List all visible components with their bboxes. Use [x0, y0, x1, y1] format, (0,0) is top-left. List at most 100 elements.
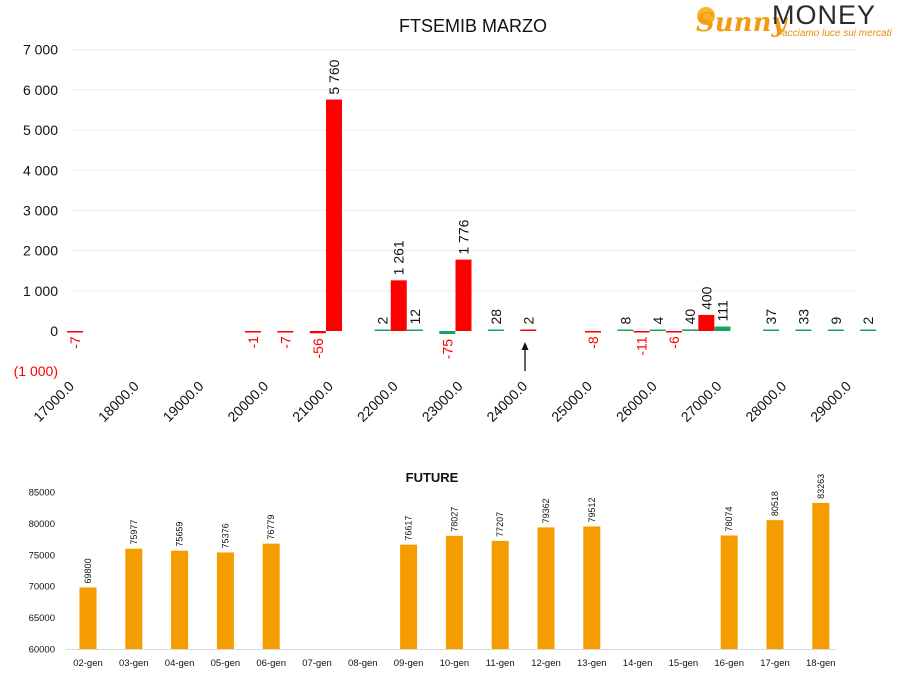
x-tick-label: 12-gen — [531, 658, 561, 669]
x-tick-label: 07-gen — [302, 658, 332, 669]
x-tick-label: 14-gen — [623, 658, 653, 669]
future-bar — [537, 527, 555, 649]
data-label: 76779 — [266, 515, 276, 540]
data-label: 75659 — [175, 522, 185, 547]
y-tick-label: 70000 — [29, 582, 55, 593]
future-chart-title: FUTURE — [406, 470, 459, 485]
sun-icon — [697, 7, 715, 25]
data-label: 80518 — [770, 491, 780, 516]
data-label: -7 — [67, 336, 83, 349]
x-tick-label: 17000.0 — [30, 378, 77, 425]
y-tick-label: 6 000 — [23, 82, 58, 98]
y-tick-label: 85000 — [29, 488, 55, 499]
put-bar — [665, 331, 682, 333]
put-bar — [390, 280, 407, 331]
put-bar — [309, 331, 326, 334]
x-tick-label: 21000.0 — [289, 378, 336, 425]
data-label: 400 — [698, 286, 714, 310]
call-bar — [617, 329, 634, 331]
future-chart: FUTURE 60000 65000 70000 75000 80000 85000 69… — [29, 470, 836, 669]
x-tick-label: 08-gen — [348, 658, 378, 669]
future-bar — [720, 535, 738, 649]
future-bar — [125, 548, 143, 649]
call-bar — [406, 329, 423, 331]
data-label: 78074 — [724, 506, 734, 531]
x-tick-label: 26000.0 — [613, 378, 660, 425]
x-tick-label: 16-gen — [714, 658, 744, 669]
data-label: 79362 — [541, 498, 551, 523]
x-tick-label: 27000.0 — [678, 378, 725, 425]
data-label: 8 — [617, 317, 633, 325]
x-tick-label: 11-gen — [486, 658, 515, 669]
put-bar — [455, 259, 472, 331]
put-bar — [245, 331, 262, 333]
call-bar — [374, 329, 391, 331]
y-tick-label: 60000 — [29, 645, 55, 656]
data-label: 76617 — [404, 516, 414, 541]
x-tick-label: 28000.0 — [742, 378, 789, 425]
x-tick-label: 29000.0 — [807, 378, 854, 425]
data-label: 33 — [795, 309, 811, 325]
x-tick-label: 09-gen — [394, 658, 424, 669]
data-label: 12 — [407, 309, 423, 325]
put-bar — [326, 99, 342, 331]
x-tick-label: 15-gen — [669, 658, 699, 669]
call-bar — [682, 329, 699, 331]
x-tick-label: 24000.0 — [483, 378, 530, 425]
data-label: 2 — [860, 317, 876, 325]
data-label: 75977 — [129, 520, 139, 545]
x-tick-label: 20000.0 — [224, 378, 271, 425]
put-bar — [277, 331, 294, 333]
future-bar — [400, 544, 418, 649]
data-label: -11 — [634, 336, 650, 355]
logo-tagline: Facciamo luce sui mercati — [776, 28, 892, 39]
data-label: -75 — [439, 339, 455, 359]
x-tick-label: 10-gen — [440, 658, 470, 669]
logo-word-sunny: Sunny — [696, 8, 788, 38]
options-chart-title: FTSEMIB MARZO — [399, 16, 547, 36]
y-tick-label: 1 000 — [23, 283, 58, 299]
future-bar — [216, 552, 234, 649]
x-tick-label: 05-gen — [211, 658, 241, 669]
future-bar — [766, 520, 784, 649]
data-label: 1 261 — [391, 240, 407, 275]
call-bar — [439, 331, 456, 335]
x-tick-label: 25000.0 — [548, 378, 595, 425]
future-bar — [491, 540, 509, 649]
logo-word-money: MONEY — [772, 2, 876, 30]
future-bar — [262, 543, 280, 649]
data-label: 75376 — [220, 523, 230, 548]
data-label: 2 — [375, 317, 391, 325]
data-label: 111 — [715, 300, 731, 321]
future-bar — [445, 535, 463, 649]
y-tick-label: 3 000 — [23, 202, 58, 218]
x-tick-label: 18000.0 — [95, 378, 142, 425]
y-tick-label: 65000 — [29, 613, 55, 624]
call-bar — [827, 329, 844, 331]
y-tick-label: 80000 — [29, 519, 55, 530]
y-tick-label: (1 000) — [14, 363, 58, 379]
data-label: 69800 — [83, 558, 93, 583]
put-bar — [520, 329, 537, 331]
call-bar — [649, 329, 666, 331]
x-tick-label: 04-gen — [165, 658, 195, 669]
data-label: 9 — [828, 317, 844, 325]
data-label: -7 — [277, 336, 293, 349]
call-bar — [487, 329, 504, 331]
y-tick-label: 75000 — [29, 550, 55, 561]
data-label: -8 — [585, 336, 601, 349]
x-tick-label: 23000.0 — [419, 378, 466, 425]
call-bar — [860, 329, 877, 331]
future-bar — [812, 502, 830, 649]
data-label: 83263 — [816, 474, 826, 499]
data-label: -1 — [245, 336, 261, 349]
call-bar — [763, 329, 780, 331]
data-label: 1 776 — [456, 219, 472, 254]
data-label: 4 — [650, 317, 666, 325]
y-tick-label: 5 000 — [23, 122, 58, 138]
y-tick-label: 7 000 — [23, 42, 58, 58]
x-tick-label: 03-gen — [119, 658, 149, 669]
data-label: 28 — [488, 309, 504, 325]
data-label: 77207 — [495, 512, 505, 537]
options-chart: FTSEMIB MARZO (1 000) 0 1 000 2 000 3 000 4 0… — [14, 16, 877, 425]
